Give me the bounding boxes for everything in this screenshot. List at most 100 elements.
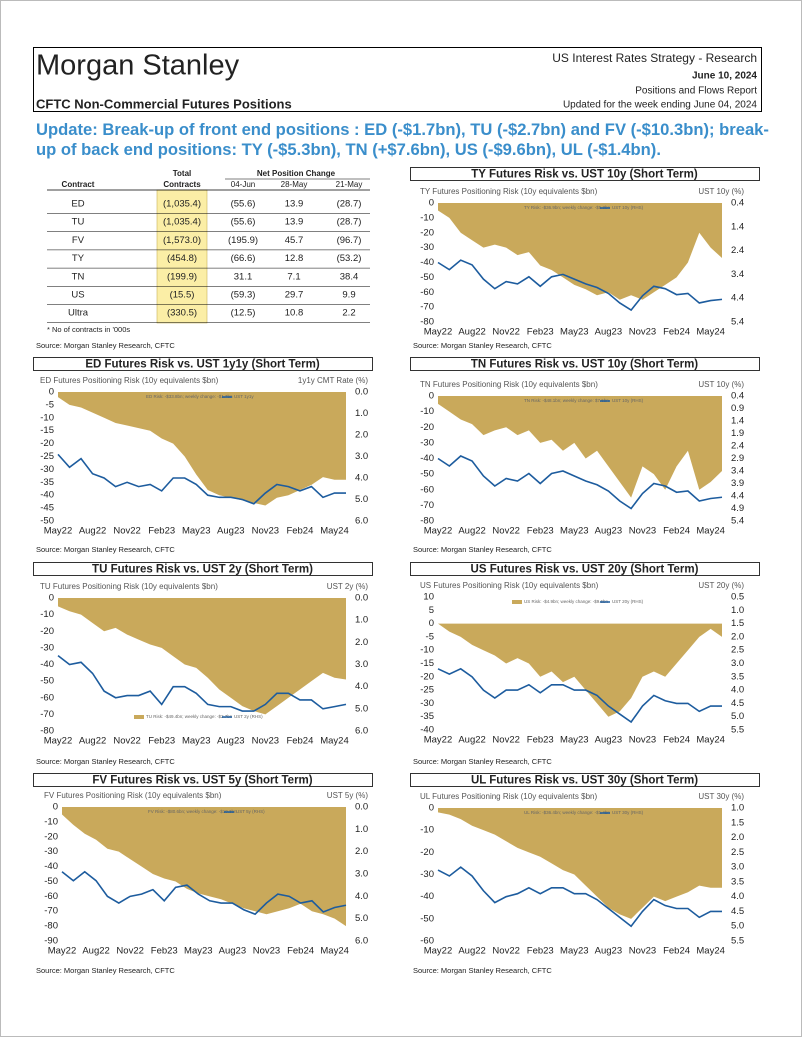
legend-swatch [134, 395, 144, 399]
table-cell: (66.6) [231, 253, 256, 264]
y2-tick-label: 1.5 [731, 817, 744, 828]
chart-title-box [410, 167, 760, 181]
x-tick-label: Feb24 [286, 526, 313, 537]
x-tick-label: Aug23 [595, 526, 622, 537]
table-cell: Ultra [68, 308, 89, 319]
y2-tick-label: 2.5 [731, 847, 744, 858]
y2-axis-title: UST 5y (%) [327, 791, 369, 800]
x-tick-label: Nov22 [113, 736, 140, 747]
x-tick-label: May22 [424, 735, 453, 746]
y-tick-label: -5 [426, 631, 434, 642]
x-tick-label: Feb24 [286, 736, 313, 747]
y-tick-label: -50 [40, 516, 54, 527]
y-tick-label: 5 [429, 605, 434, 616]
table-cell: (55.6) [231, 217, 256, 228]
table-header: Contract [62, 180, 95, 189]
x-tick-label: Feb23 [148, 526, 175, 537]
x-tick-label: Feb23 [151, 946, 178, 957]
legend-label: FV Risk: -$80.6bn; weekly change: -$10.3… [148, 809, 237, 814]
y2-tick-label: 3.0 [355, 659, 368, 670]
table-cell: (12.5) [231, 308, 256, 319]
x-tick-label: Aug23 [595, 327, 622, 338]
logo: Morgan Stanley [36, 50, 240, 82]
y-tick-label: -80 [420, 317, 434, 328]
legend-label: TY Risk: -$36.9bn; weekly change: -$5.3b… [524, 205, 610, 210]
table-cell: 12.8 [285, 253, 304, 264]
x-tick-label: Nov22 [492, 327, 519, 338]
x-tick-label: Aug23 [219, 946, 246, 957]
y2-tick-label: 5.0 [355, 703, 368, 714]
y-tick-label: -40 [420, 257, 434, 268]
x-tick-label: Aug22 [458, 946, 485, 957]
table-cell: 13.9 [285, 199, 304, 210]
legend-swatch [512, 811, 522, 815]
chart-title-box [410, 562, 760, 576]
table-cell: 2.2 [342, 308, 355, 319]
y2-tick-label: 4.0 [355, 473, 368, 484]
y2-tick-label: 5.4 [731, 317, 744, 328]
y-tick-label: -60 [420, 484, 434, 495]
legend-label: UST 10y (RHS) [612, 398, 644, 403]
x-tick-label: Aug22 [82, 946, 109, 957]
y-tick-label: 0 [429, 618, 434, 629]
legend-label: US Risk: -$4.9bn; weekly change: -$9.6bn [524, 599, 609, 604]
y2-tick-label: 1.0 [731, 605, 744, 616]
table-cell: 38.4 [340, 271, 359, 282]
chart-title-box [33, 773, 373, 787]
y-tick-label: 0 [49, 387, 54, 398]
area [58, 392, 346, 506]
x-tick-label: May22 [44, 526, 73, 537]
legend-label: UST 20y (RHS) [612, 599, 644, 604]
x-tick-label: May22 [48, 946, 77, 957]
chart-title: ED Futures Risk vs. UST 1y1y (Short Term… [85, 359, 319, 371]
x-tick-label: Aug23 [595, 735, 622, 746]
source: Source: Morgan Stanley Research, CFTC [413, 966, 552, 975]
y2-tick-label: 4.4 [731, 293, 744, 304]
y-axis-title: TU Futures Positioning Risk (10y equival… [40, 582, 218, 591]
x-tick-label: Aug23 [595, 946, 622, 957]
department: US Interest Rates Strategy - Research [552, 51, 757, 65]
source: Source: Morgan Stanley Research, CFTC [413, 545, 552, 554]
y2-tick-label: 1.0 [731, 803, 744, 814]
y-tick-label: -70 [44, 906, 58, 917]
y2-tick-label: 2.9 [731, 453, 744, 464]
y-tick-label: -10 [420, 212, 434, 223]
table-cell: US [71, 290, 84, 301]
y2-tick-label: 5.0 [355, 913, 368, 924]
x-tick-label: May22 [424, 327, 453, 338]
y2-tick-label: 1.0 [355, 615, 368, 626]
table-cell: TY [72, 253, 85, 264]
headline: Update: Break-up of front end positions … [36, 120, 769, 159]
y2-tick-label: 0.9 [731, 403, 744, 414]
source: Source: Morgan Stanley Research, CFTC [36, 966, 175, 975]
y2-tick-label: 3.9 [731, 478, 744, 489]
table-cell: 13.9 [285, 217, 304, 228]
x-tick-label: Feb24 [663, 735, 690, 746]
y2-axis-title: UST 2y (%) [327, 582, 369, 591]
y2-tick-label: 4.0 [731, 685, 744, 696]
x-tick-label: Nov23 [629, 327, 656, 338]
y2-tick-label: 1.9 [731, 428, 744, 439]
y-tick-label: -10 [40, 412, 54, 423]
y-axis-title: TY Futures Positioning Risk (10y equival… [420, 187, 598, 196]
y2-tick-label: 2.0 [731, 832, 744, 843]
line [61, 870, 347, 916]
x-tick-label: May23 [182, 526, 211, 537]
y-tick-label: 0 [429, 803, 434, 814]
x-tick-label: Aug22 [458, 327, 485, 338]
y-tick-label: -20 [420, 671, 434, 682]
y2-tick-label: 2.0 [355, 637, 368, 648]
y2-tick-label: 3.0 [731, 658, 744, 669]
table-cell: 31.1 [234, 271, 253, 282]
report-name: Positions and Flows Report [635, 86, 757, 97]
y2-axis-title: 1y1y CMT Rate (%) [298, 376, 368, 385]
y2-tick-label: 3.0 [355, 869, 368, 880]
area [62, 807, 346, 927]
y2-tick-label: 4.5 [731, 698, 744, 709]
y2-tick-label: 2.5 [731, 645, 744, 656]
y-tick-label: -60 [420, 287, 434, 298]
y2-tick-label: 0.5 [731, 592, 744, 603]
y2-tick-label: 0.0 [355, 387, 368, 398]
y-tick-label: -60 [44, 891, 58, 902]
y2-tick-label: 3.5 [731, 671, 744, 682]
